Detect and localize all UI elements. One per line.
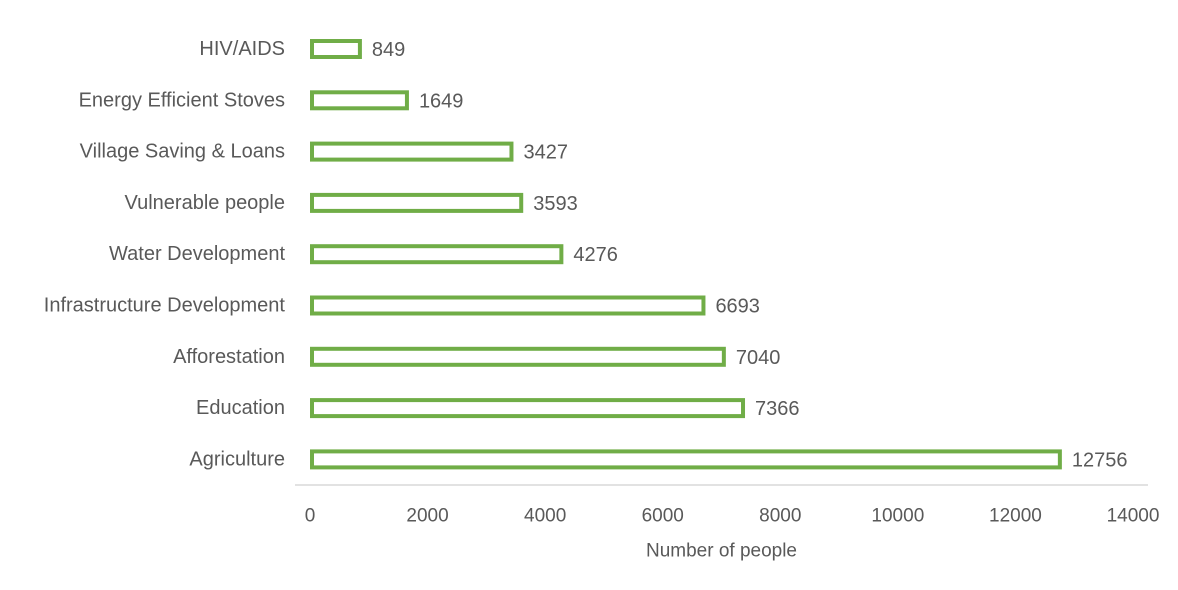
category-label-8: Agriculture: [189, 448, 285, 470]
category-labels: HIV/AIDS Energy Efficient Stoves Village S…: [44, 38, 286, 470]
category-label-1: Energy Efficient Stoves: [79, 89, 285, 111]
data-label-6: 7040: [736, 347, 781, 369]
category-label-6: Afforestation: [173, 346, 285, 368]
data-labels: 849 1649 3427 3593 4276 6693 7040 7366 12756: [372, 39, 1128, 471]
data-label-0: 849: [372, 39, 405, 61]
category-label-2: Village Saving & Loans: [80, 141, 285, 163]
x-tick-label-4: 8000: [759, 506, 801, 527]
bar-2: [310, 141, 514, 162]
bar-0: [310, 39, 362, 59]
x-tick-label-3: 6000: [642, 506, 684, 527]
x-tick-labels: 0 2000 4000 6000 8000 10000 12000 14000: [305, 506, 1160, 527]
x-tick-label-2: 4000: [524, 506, 566, 527]
data-label-2: 3427: [523, 142, 568, 164]
category-label-0: HIV/AIDS: [199, 38, 285, 60]
bar-7: [310, 398, 746, 419]
x-tick-label-6: 12000: [989, 506, 1042, 527]
bars-layer: [310, 39, 1062, 470]
x-tick-label-5: 10000: [871, 506, 924, 527]
x-tick-label-0: 0: [305, 506, 316, 527]
bar-5: [310, 295, 706, 316]
x-axis-title: Number of people: [646, 541, 797, 562]
x-tick-label-1: 2000: [406, 506, 448, 527]
data-label-4: 4276: [573, 244, 618, 266]
bar-8: [310, 449, 1062, 470]
bar-6: [310, 346, 726, 367]
category-label-7: Education: [196, 397, 285, 419]
data-label-8: 12756: [1072, 449, 1128, 471]
category-label-5: Infrastructure Development: [44, 295, 286, 317]
category-label-3: Vulnerable people: [125, 192, 286, 214]
data-label-7: 7366: [755, 398, 800, 420]
data-label-1: 1649: [419, 90, 464, 112]
x-tick-label-7: 14000: [1107, 506, 1160, 527]
bar-3: [310, 192, 524, 213]
category-label-4: Water Development: [109, 243, 285, 265]
data-label-5: 6693: [715, 296, 760, 318]
bar-4: [310, 244, 564, 265]
bar-1: [310, 90, 409, 111]
data-label-3: 3593: [533, 193, 578, 215]
